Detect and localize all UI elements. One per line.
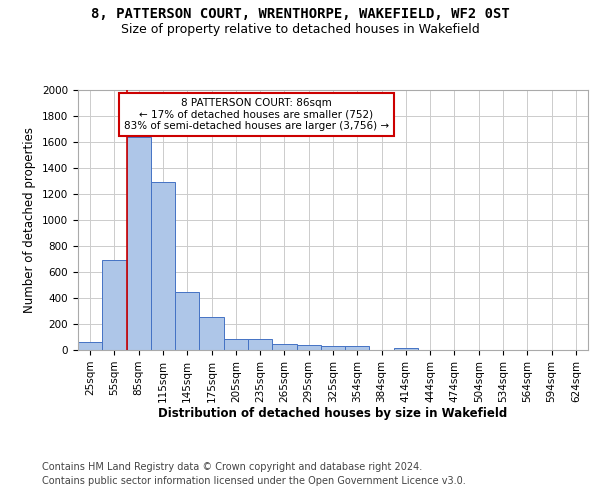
Bar [78, 342, 102, 350]
Y-axis label: Number of detached properties: Number of detached properties [23, 127, 37, 313]
Bar [248, 338, 272, 350]
Bar [296, 344, 321, 350]
Bar [127, 138, 151, 350]
Text: 8, PATTERSON COURT, WRENTHORPE, WAKEFIELD, WF2 0ST: 8, PATTERSON COURT, WRENTHORPE, WAKEFIEL… [91, 8, 509, 22]
Bar [345, 346, 370, 350]
Text: 8 PATTERSON COURT: 86sqm
← 17% of detached houses are smaller (752)
83% of semi-: 8 PATTERSON COURT: 86sqm ← 17% of detach… [124, 98, 389, 131]
Bar [224, 338, 248, 350]
Bar [102, 260, 127, 350]
Text: Contains HM Land Registry data © Crown copyright and database right 2024.: Contains HM Land Registry data © Crown c… [42, 462, 422, 472]
Bar [321, 346, 345, 350]
Text: Distribution of detached houses by size in Wakefield: Distribution of detached houses by size … [158, 408, 508, 420]
Text: Size of property relative to detached houses in Wakefield: Size of property relative to detached ho… [121, 22, 479, 36]
Bar [272, 344, 296, 350]
Bar [394, 348, 418, 350]
Bar [175, 292, 199, 350]
Bar [199, 317, 224, 350]
Text: Contains public sector information licensed under the Open Government Licence v3: Contains public sector information licen… [42, 476, 466, 486]
Bar [151, 182, 175, 350]
